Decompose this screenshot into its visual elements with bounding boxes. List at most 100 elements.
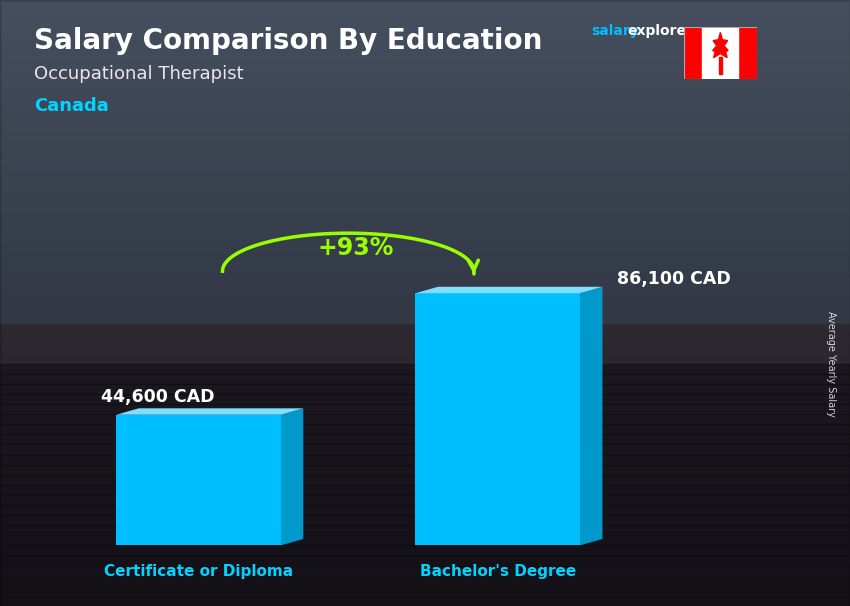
Bar xyxy=(0,474,850,485)
Text: Bachelor's Degree: Bachelor's Degree xyxy=(420,564,576,579)
Polygon shape xyxy=(280,408,303,545)
Text: salary: salary xyxy=(591,24,638,38)
Polygon shape xyxy=(416,287,603,293)
Bar xyxy=(0,414,850,424)
Bar xyxy=(0,576,850,586)
Bar xyxy=(0,141,850,152)
Bar xyxy=(0,556,850,565)
Text: Salary Comparison By Education: Salary Comparison By Education xyxy=(34,27,542,55)
Bar xyxy=(0,162,850,171)
Bar xyxy=(0,505,850,515)
Bar xyxy=(0,535,850,545)
Bar xyxy=(0,465,850,474)
Bar xyxy=(416,293,580,545)
Bar xyxy=(0,596,850,606)
Bar xyxy=(0,485,850,495)
Polygon shape xyxy=(712,32,728,58)
Bar xyxy=(0,565,850,576)
Polygon shape xyxy=(580,287,603,545)
Bar xyxy=(0,333,850,344)
Bar xyxy=(0,525,850,535)
Bar xyxy=(0,495,850,505)
Bar xyxy=(0,111,850,121)
Bar xyxy=(0,384,850,394)
Bar xyxy=(0,101,850,111)
Bar xyxy=(0,565,850,576)
Bar xyxy=(0,545,850,556)
Bar xyxy=(0,444,850,454)
Bar xyxy=(0,71,850,81)
Bar xyxy=(684,27,702,79)
Bar xyxy=(116,415,280,545)
Bar xyxy=(0,435,850,444)
Bar xyxy=(0,394,850,404)
Bar xyxy=(0,364,850,374)
Bar xyxy=(0,283,850,293)
Bar xyxy=(0,50,850,61)
Bar xyxy=(0,262,850,273)
Bar xyxy=(0,192,850,202)
Bar xyxy=(0,364,850,374)
Text: explorer: explorer xyxy=(627,24,693,38)
Bar xyxy=(0,556,850,565)
Bar xyxy=(0,515,850,525)
Bar xyxy=(0,152,850,162)
Bar xyxy=(0,485,850,495)
Bar xyxy=(719,57,722,74)
Bar xyxy=(0,30,850,41)
Bar xyxy=(0,374,850,384)
Bar xyxy=(0,121,850,132)
Text: 86,100 CAD: 86,100 CAD xyxy=(617,270,731,288)
Bar xyxy=(0,515,850,525)
Bar xyxy=(0,303,850,313)
Bar xyxy=(0,424,850,435)
Bar xyxy=(0,384,850,394)
Bar xyxy=(0,0,850,10)
Bar xyxy=(0,404,850,414)
Bar xyxy=(0,91,850,101)
Bar xyxy=(0,253,850,262)
Polygon shape xyxy=(116,408,303,415)
Bar xyxy=(0,222,850,232)
Bar xyxy=(0,242,850,253)
Text: Average Yearly Salary: Average Yearly Salary xyxy=(826,311,836,416)
Bar xyxy=(0,323,850,333)
Bar xyxy=(0,435,850,444)
Bar xyxy=(0,586,850,596)
Text: 44,600 CAD: 44,600 CAD xyxy=(101,388,215,406)
Text: Occupational Therapist: Occupational Therapist xyxy=(34,65,244,83)
Bar xyxy=(0,505,850,515)
Bar xyxy=(0,273,850,283)
Bar xyxy=(0,454,850,465)
Bar xyxy=(0,212,850,222)
Bar xyxy=(739,27,756,79)
Bar xyxy=(0,232,850,242)
Bar xyxy=(0,394,850,404)
Bar xyxy=(0,576,850,586)
Bar xyxy=(0,132,850,141)
Bar xyxy=(0,465,850,474)
Bar xyxy=(0,20,850,30)
Bar xyxy=(0,293,850,303)
Bar xyxy=(0,61,850,71)
Bar xyxy=(0,454,850,465)
Bar xyxy=(0,202,850,212)
Bar xyxy=(0,495,850,505)
Bar xyxy=(0,545,850,556)
Bar xyxy=(0,525,850,535)
Bar xyxy=(0,313,850,323)
Bar xyxy=(0,353,850,364)
Bar xyxy=(0,586,850,596)
Bar xyxy=(0,182,850,192)
Bar xyxy=(0,344,850,353)
Text: .com: .com xyxy=(678,24,721,38)
Text: +93%: +93% xyxy=(317,236,394,259)
Text: Canada: Canada xyxy=(34,97,109,115)
Bar xyxy=(0,596,850,606)
Bar xyxy=(0,41,850,50)
Bar xyxy=(0,474,850,485)
Text: Certificate or Diploma: Certificate or Diploma xyxy=(104,564,293,579)
Bar xyxy=(0,424,850,435)
Bar xyxy=(0,171,850,182)
Bar xyxy=(0,444,850,454)
